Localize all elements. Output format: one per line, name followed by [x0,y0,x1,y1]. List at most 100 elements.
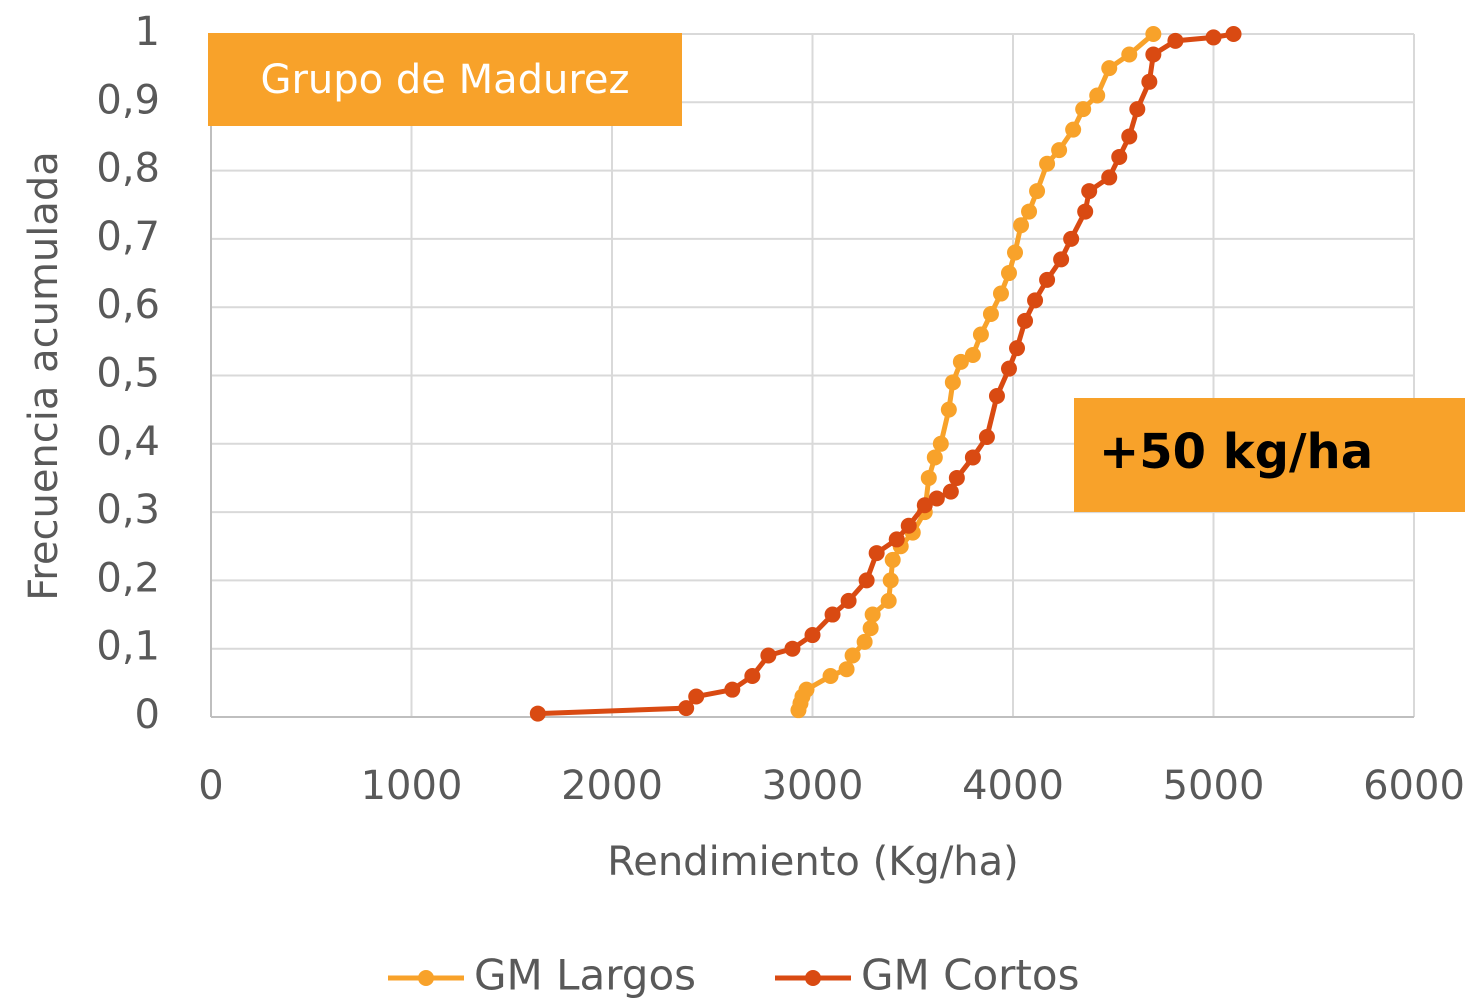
data-point [880,592,897,609]
data-point [1205,29,1222,46]
data-point [916,497,933,514]
data-point [942,483,959,500]
data-point [1029,183,1046,200]
data-point [838,661,855,678]
legend-marker [418,970,434,986]
data-point [1167,32,1184,49]
data-point [964,347,981,364]
data-point [972,326,989,343]
data-point [1039,155,1056,172]
data-point [1000,360,1017,377]
x-tick-label: 3000 [762,763,864,809]
data-point [948,469,965,486]
data-point [1101,169,1118,186]
data-point [978,428,995,445]
data-point [1121,46,1138,63]
annotation-box [1074,398,1465,512]
data-point [1013,217,1030,234]
data-point [1101,60,1118,77]
data-point [1039,271,1056,288]
data-point [1007,244,1024,261]
series-line [796,32,1155,711]
legend-label: GM Largos [474,951,696,1000]
y-tick-label: 0,9 [96,77,160,123]
data-point [882,572,899,589]
data-point [1129,101,1146,118]
x-tick-label: 5000 [1163,763,1265,809]
data-point [928,490,945,507]
data-point [798,681,815,698]
data-point [1021,203,1038,220]
y-tick-label: 0,6 [96,282,160,328]
data-point [784,640,801,657]
data-point [1121,128,1138,145]
x-axis-title: Rendimiento (Kg/ha) [607,839,1019,885]
data-point [920,469,937,486]
y-tick-label: 0 [135,692,160,738]
x-tick-label: 0 [198,763,223,809]
data-point [1111,148,1128,165]
data-point [858,572,875,589]
data-point [1000,265,1017,282]
data-point [992,285,1009,302]
y-tick-label: 0,1 [96,624,160,670]
legend-marker [805,970,821,986]
data-point [982,306,999,323]
data-point [760,647,777,664]
data-point [1051,142,1068,159]
x-tick-label: 4000 [962,763,1064,809]
data-point [888,531,905,548]
annotation: Grupo de Madurez [260,57,629,103]
data-point [864,606,881,623]
data-point [1089,87,1106,104]
data-point [1063,230,1080,247]
data-point [804,627,821,644]
data-point [724,681,741,698]
data-point [822,668,839,685]
annotation-box [208,33,682,126]
data-point [952,353,969,370]
legend-label: GM Cortos [861,951,1079,1000]
data-point [1075,101,1092,118]
data-point [688,688,705,705]
data-point [856,633,873,650]
y-tick-label: 0,8 [96,146,160,192]
y-tick-label: 0,4 [96,419,160,465]
data-point [744,668,761,685]
data-point [1065,121,1082,138]
data-point [926,449,943,466]
data-point [862,620,879,637]
x-tick-label: 2000 [561,763,663,809]
data-point [1027,292,1044,309]
data-point [1081,183,1098,200]
data-point [824,606,841,623]
y-tick-label: 0,5 [96,351,160,397]
y-tick-label: 0,3 [96,487,160,533]
x-tick-label: 1000 [361,763,463,809]
data-point [1009,340,1026,357]
data-point [840,592,857,609]
y-tick-label: 1 [135,9,160,55]
data-point [988,387,1005,404]
data-point [1017,312,1034,329]
data-point [900,517,917,534]
y-axis-title: Frecuencia acumulada [21,151,67,601]
data-point [529,705,546,722]
data-point [884,551,901,568]
data-point [1145,46,1162,63]
y-tick-label: 0,2 [96,555,160,601]
data-point [868,545,885,562]
data-point [678,700,695,717]
data-point [1053,251,1070,268]
data-point [1145,26,1162,42]
data-point [944,374,961,391]
data-point [964,449,981,466]
data-point [844,647,861,664]
data-point [1077,203,1094,220]
data-point [932,435,949,452]
annotation: +50 kg/ha [1099,424,1373,480]
data-point [1225,26,1242,42]
data-point [1141,73,1158,90]
x-tick-label: 6000 [1363,763,1465,809]
